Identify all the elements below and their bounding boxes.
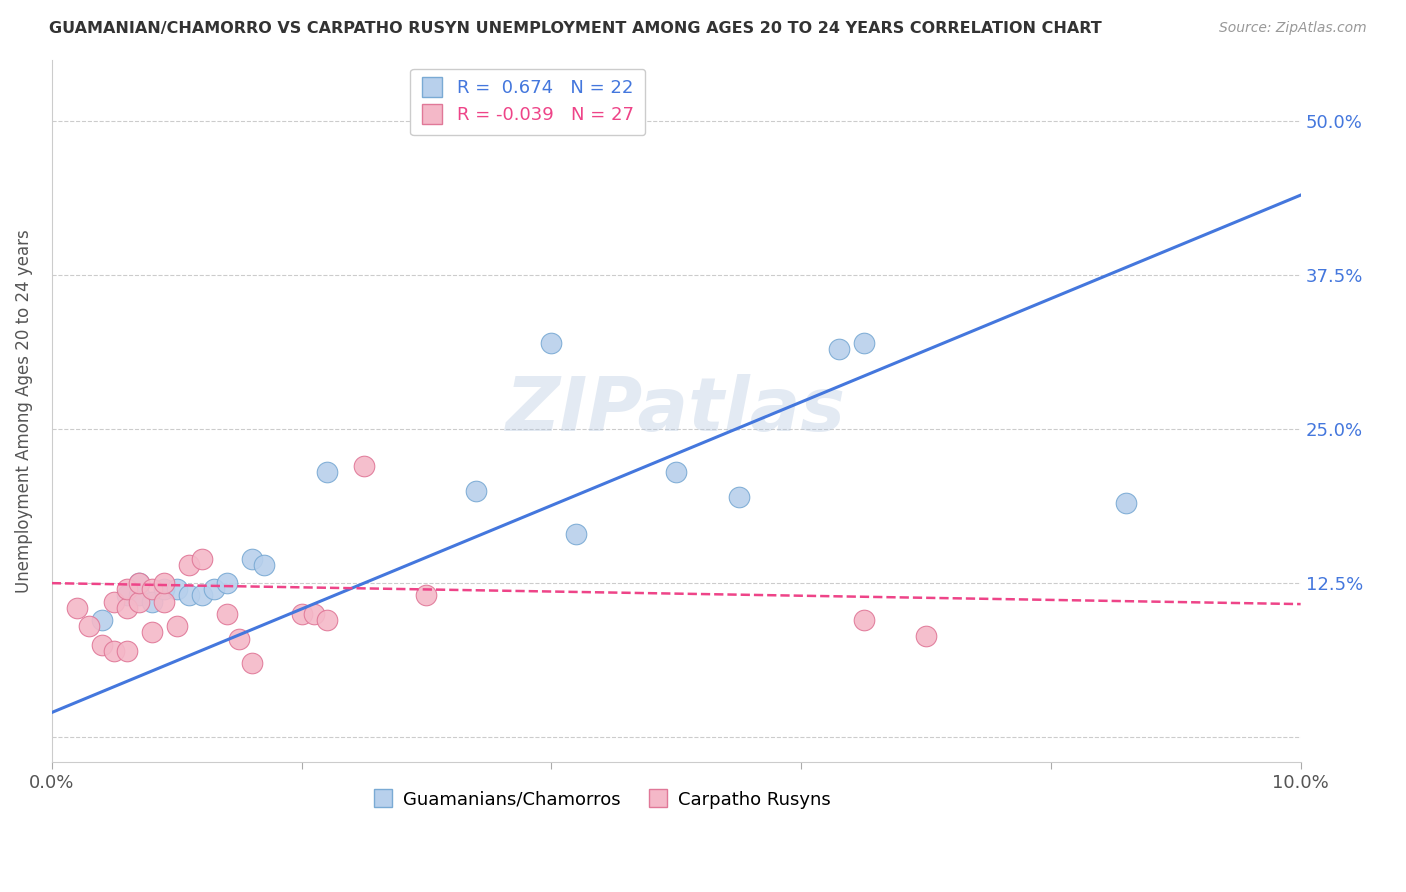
Point: [465, 483, 488, 498]
Point: [66, 600, 89, 615]
Point: [115, 589, 138, 603]
Point: [228, 632, 250, 646]
Point: [290, 607, 312, 621]
Point: [190, 589, 212, 603]
Point: [153, 576, 176, 591]
Point: [90, 638, 112, 652]
Point: [77, 619, 100, 633]
Point: [540, 335, 562, 350]
Point: [179, 589, 201, 603]
Legend: Guamanians/Chamorros, Carpatho Rusyns: Guamanians/Chamorros, Carpatho Rusyns: [364, 783, 838, 816]
Point: [240, 657, 263, 671]
Point: [166, 582, 188, 597]
Point: [1115, 496, 1137, 510]
Point: [103, 594, 125, 608]
Point: [852, 335, 875, 350]
Point: [141, 582, 163, 597]
Y-axis label: Unemployment Among Ages 20 to 24 years: Unemployment Among Ages 20 to 24 years: [15, 229, 32, 592]
Point: [665, 465, 688, 479]
Point: [415, 589, 437, 603]
Point: [240, 551, 263, 566]
Point: [115, 582, 138, 597]
Point: [141, 625, 163, 640]
Point: [153, 582, 176, 597]
Point: [153, 594, 176, 608]
Point: [128, 576, 150, 591]
Point: [315, 465, 337, 479]
Point: [353, 459, 375, 474]
Point: [565, 527, 588, 541]
Text: ZIPatlas: ZIPatlas: [506, 374, 846, 447]
Point: [190, 551, 212, 566]
Point: [827, 342, 849, 356]
Point: [215, 576, 238, 591]
Point: [128, 594, 150, 608]
Point: [202, 582, 225, 597]
Point: [128, 589, 150, 603]
Text: GUAMANIAN/CHAMORRO VS CARPATHO RUSYN UNEMPLOYMENT AMONG AGES 20 TO 24 YEARS CORR: GUAMANIAN/CHAMORRO VS CARPATHO RUSYN UNE…: [49, 21, 1102, 36]
Point: [141, 594, 163, 608]
Point: [166, 619, 188, 633]
Point: [179, 558, 201, 572]
Point: [115, 644, 138, 658]
Point: [115, 600, 138, 615]
Point: [302, 607, 325, 621]
Point: [253, 558, 276, 572]
Point: [915, 629, 938, 643]
Point: [128, 576, 150, 591]
Point: [727, 490, 749, 504]
Point: [90, 613, 112, 627]
Point: [315, 613, 337, 627]
Text: Source: ZipAtlas.com: Source: ZipAtlas.com: [1219, 21, 1367, 35]
Point: [215, 607, 238, 621]
Point: [852, 613, 875, 627]
Point: [103, 644, 125, 658]
